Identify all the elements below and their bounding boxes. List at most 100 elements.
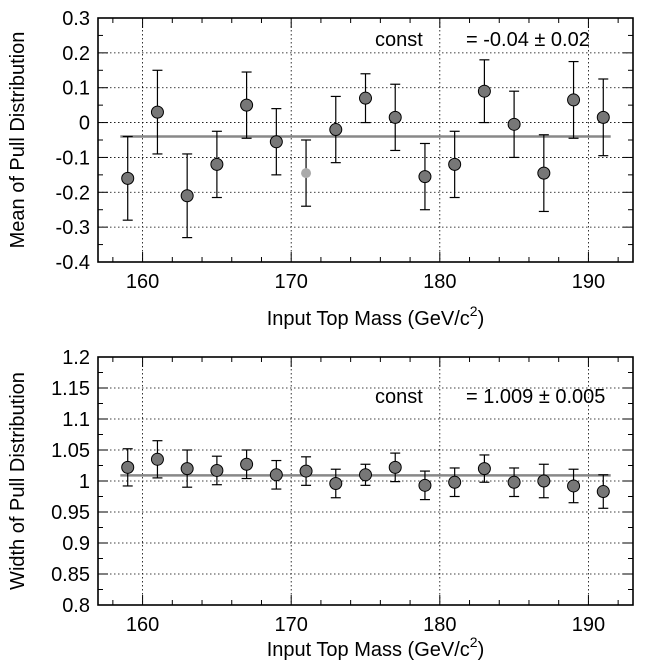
fit-value: = 1.009 ± 0.005 [466, 386, 605, 408]
data-point [477, 84, 491, 98]
chart-panel-width: 160 170 180 190 0.8 0.85 0.9 0.95 1 1.05 1.1 1.15 1.… [7, 347, 634, 661]
data-point-group [269, 108, 283, 176]
y-tick-label: 0.95 [51, 502, 90, 524]
x-axis-title-superscript: 2 [470, 303, 478, 319]
y-tick-label: 0 [79, 113, 90, 135]
data-point-group [448, 130, 462, 199]
chart-panel-mean: 160 170 180 190 -0.4 -0.3 -0.2 -0.1 0 0.1 0.2 0.3 co… [7, 8, 634, 330]
y-tick-label: 1.15 [51, 378, 90, 400]
x-tick-label: 160 [126, 271, 159, 293]
data-point [388, 460, 402, 474]
x-tick-label: 190 [572, 614, 605, 636]
data-point [329, 123, 343, 137]
data-point-group [210, 455, 224, 486]
y-tick-label: 1.2 [62, 347, 90, 369]
x-tick-label: 170 [275, 271, 308, 293]
data-point-group [150, 69, 164, 155]
data-point [537, 166, 551, 180]
data-point [359, 91, 372, 105]
data-point [477, 462, 491, 476]
y-tick-label: 0.3 [62, 8, 90, 30]
data-point-group [359, 463, 372, 486]
plot-frame [97, 356, 634, 606]
data-point [596, 485, 610, 499]
data-point-group [329, 95, 343, 164]
data-point-group [388, 452, 402, 483]
data-point [418, 170, 432, 184]
data-point-group [150, 440, 164, 479]
data-point-group [180, 153, 194, 239]
x-axis-title-close: ) [478, 308, 485, 330]
y-tick-label: -0.3 [56, 217, 90, 239]
data-point [240, 457, 254, 471]
data-point [180, 189, 194, 203]
data-point [567, 479, 581, 493]
y-axis-title: Width of Pull Distribution [7, 372, 29, 590]
y-tick-label: 1.05 [51, 440, 90, 462]
y-tick-label: 0.8 [62, 595, 90, 617]
x-axis-title-close: ) [478, 639, 485, 661]
data-point-group [507, 467, 521, 498]
y-tick-label: -0.1 [56, 147, 90, 169]
data-point-group [180, 449, 194, 488]
y-tick-label: 0.85 [51, 564, 90, 586]
data-point-group [596, 78, 610, 157]
data-point [269, 135, 283, 149]
data-point [121, 460, 135, 474]
x-axis-title-superscript: 2 [470, 634, 478, 650]
y-tick-label: -0.2 [56, 182, 90, 204]
fit-value: = -0.04 ± 0.02 [466, 29, 590, 51]
data-point [388, 110, 402, 124]
data-point-group [269, 459, 283, 490]
y-tick-label: 1.1 [62, 409, 90, 431]
data-point [299, 464, 313, 478]
x-axis-title-main: Input Top Mass (GeV/c [267, 639, 470, 661]
data-point [537, 474, 551, 488]
data-point [269, 468, 283, 482]
data-point-group [210, 130, 224, 199]
data-point [359, 468, 372, 482]
data-point-group [507, 90, 521, 159]
data-point [567, 93, 581, 107]
data-point-group [388, 83, 402, 152]
data-point [329, 476, 343, 490]
data-point-group [301, 139, 312, 207]
data-point [121, 171, 135, 185]
y-tick-label: 0.2 [62, 43, 90, 65]
x-tick-label: 190 [572, 271, 605, 293]
x-axis-title: Input Top Mass (GeV/c2) [267, 303, 485, 330]
data-point-group [329, 468, 343, 499]
x-tick-label: 180 [423, 614, 456, 636]
x-axis-title-main: Input Top Mass (GeV/c [267, 308, 470, 330]
x-tick-label: 180 [423, 271, 456, 293]
data-point-group [596, 474, 610, 509]
data-point-group [418, 470, 432, 501]
data-point-group [537, 134, 551, 213]
data-point-group [567, 468, 581, 504]
data-point [507, 117, 521, 131]
data-point-group [567, 60, 581, 139]
data-point [418, 478, 432, 492]
data-point-group [448, 467, 462, 498]
data-point-group [299, 456, 313, 486]
data-point-group [537, 463, 551, 499]
x-tick-label: 170 [275, 614, 308, 636]
y-tick-label: -0.4 [56, 252, 90, 274]
plot-frame [97, 17, 634, 263]
fit-label: const [375, 29, 423, 51]
data-point-group [418, 142, 432, 211]
x-tick-label: 160 [126, 614, 159, 636]
data-point [210, 463, 224, 477]
fit-label: const [375, 386, 423, 408]
data-point-group [121, 135, 135, 221]
x-axis-title: Input Top Mass (GeV/c2) [267, 634, 485, 661]
data-point [507, 475, 521, 489]
data-point [596, 110, 610, 124]
data-point-highlight [301, 168, 312, 179]
data-point [150, 105, 164, 119]
data-point-group [121, 448, 135, 487]
data-point [240, 98, 254, 112]
y-tick-label: 0.9 [62, 533, 90, 555]
data-point [180, 462, 194, 476]
data-point-group [359, 73, 372, 124]
